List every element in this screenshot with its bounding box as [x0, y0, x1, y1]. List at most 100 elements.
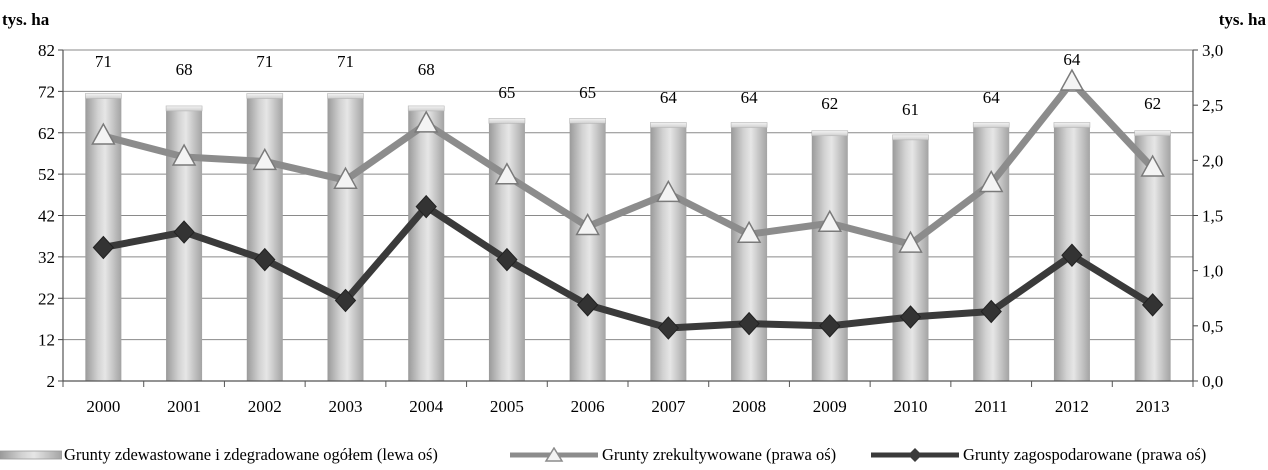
diamond-marker: [173, 220, 195, 244]
diamond-marker: [415, 194, 437, 219]
triangle-marker: [656, 179, 681, 203]
x-tick-label: 2006: [571, 397, 605, 416]
legend-label-bars: Grunty zdewastowane i zdegradowane ogółe…: [64, 445, 438, 464]
diamond-marker: [1061, 243, 1083, 267]
tick-labels: 2 12 22 32 42 52 62 72 82 0,0 0,5 1,0 1,5 2,0 2,5 3,0 20…: [38, 41, 1223, 416]
bar-cap: [327, 93, 364, 99]
reclaimed-series-line: [99, 78, 1157, 248]
legend-bar-swatch: [0, 450, 62, 460]
x-tick-label: 2001: [167, 397, 201, 416]
developed-series-line: [99, 203, 1157, 332]
diamond-marker: [496, 247, 518, 272]
legend-diamond-swatch: [871, 448, 959, 462]
x-tick-label: 2002: [248, 397, 282, 416]
bar-data-label: 68: [176, 60, 193, 79]
x-tick-label: 2007: [651, 397, 686, 416]
bar: [892, 136, 929, 381]
left-axis-unit: tys. ha: [2, 10, 50, 29]
bar-cap: [1053, 122, 1091, 128]
triangle-marker: [736, 220, 762, 244]
bar-cap: [165, 105, 203, 112]
x-tick-label: 2004: [409, 397, 444, 416]
bar-data-label: 64: [660, 88, 678, 107]
diamond-marker: [1141, 293, 1164, 317]
x-tick-label: 2003: [329, 397, 363, 416]
x-tick-label: 2010: [894, 397, 928, 416]
legend: Grunty zdewastowane i zdegradowane ogółe…: [0, 443, 1268, 467]
legend-triangle-swatch: [510, 447, 598, 462]
x-tick-label: 2008: [732, 397, 766, 416]
gridlines: [63, 49, 1193, 341]
bar-data-label: 71: [95, 52, 112, 71]
bar: [811, 132, 848, 381]
diamond-marker: [819, 314, 841, 338]
bar-cap: [407, 105, 445, 112]
bar-data-label: 68: [418, 60, 435, 79]
triangle-marker: [817, 209, 843, 232]
left-tick-label: 2: [47, 372, 56, 391]
right-tick-label: 0,0: [1202, 372, 1223, 391]
legend-item-reclaimed: Grunty zrekultywowane (prawa oś): [508, 443, 836, 467]
bar-cap: [972, 122, 1010, 128]
bar-cap: [1134, 130, 1171, 137]
triangle-marker: [1059, 68, 1085, 91]
left-tick-label: 12: [38, 331, 55, 350]
bar-data-label: 71: [256, 52, 273, 71]
diamond-marker: [92, 235, 115, 260]
triangle-marker: [575, 212, 600, 236]
legend-label-reclaimed: Grunty zrekultywowane (prawa oś): [602, 445, 837, 464]
bar-cap: [730, 122, 768, 128]
reclaimed-series: [91, 68, 1165, 253]
bar-cap: [892, 134, 929, 141]
bar: [327, 95, 364, 381]
bar-data-label: 64: [983, 88, 1001, 107]
bar-cap: [569, 118, 606, 124]
axes: [58, 49, 1198, 387]
bar: [408, 107, 445, 382]
left-tick-label: 32: [38, 248, 55, 267]
x-tick-label: 2011: [975, 397, 1008, 416]
triangle-marker: [171, 143, 197, 166]
right-axis-unit: tys. ha: [1219, 10, 1267, 29]
diamond-marker: [899, 305, 922, 329]
bar-data-label: 71: [337, 52, 354, 71]
data-labels: 71 68 71 71 68 65 65 64 64 62 61 64 64 62: [95, 50, 1161, 119]
left-tick-label: 52: [38, 165, 55, 184]
x-tick-label: 2005: [490, 397, 524, 416]
bar: [569, 120, 606, 382]
legend-label-developed: Grunty zagospodarowane (prawa oś): [963, 445, 1207, 464]
triangle-marker: [494, 162, 520, 185]
triangle-marker: [1140, 154, 1165, 177]
diamond-marker: [254, 247, 276, 272]
bar-data-label: 61: [902, 100, 919, 119]
bar: [731, 124, 768, 381]
bar-series: [85, 93, 1171, 382]
triangle-marker: [413, 110, 439, 133]
triangle-marker: [333, 166, 358, 189]
line-series: [91, 68, 1165, 340]
right-tick-label: 0,5: [1202, 317, 1223, 336]
left-tick-label: 82: [38, 41, 55, 60]
right-tick-label: 1,0: [1202, 262, 1223, 281]
legend-item-bars: Grunty zdewastowane i zdegradowane ogółe…: [0, 443, 438, 467]
x-tick-label: 2012: [1055, 397, 1089, 416]
triangle-marker: [252, 147, 278, 171]
left-tick-label: 62: [38, 124, 55, 143]
triangle-marker: [898, 230, 923, 253]
diamond-marker: [738, 311, 760, 336]
right-tick-label: 3,0: [1202, 41, 1223, 60]
bar: [246, 95, 283, 381]
bar-data-label: 62: [1144, 94, 1161, 113]
bar-cap: [650, 122, 687, 128]
bar-data-label: 64: [1063, 50, 1081, 69]
bar-cap: [85, 93, 122, 99]
bar-cap: [488, 118, 526, 124]
x-tick-label: 2000: [86, 397, 120, 416]
bar-cap: [811, 130, 849, 137]
left-tick-label: 42: [38, 207, 55, 226]
left-tick-label: 22: [38, 289, 55, 308]
diamond-marker: [657, 316, 680, 340]
bar-cap: [246, 93, 284, 99]
bar-data-label: 64: [741, 88, 759, 107]
developed-series: [92, 194, 1164, 340]
